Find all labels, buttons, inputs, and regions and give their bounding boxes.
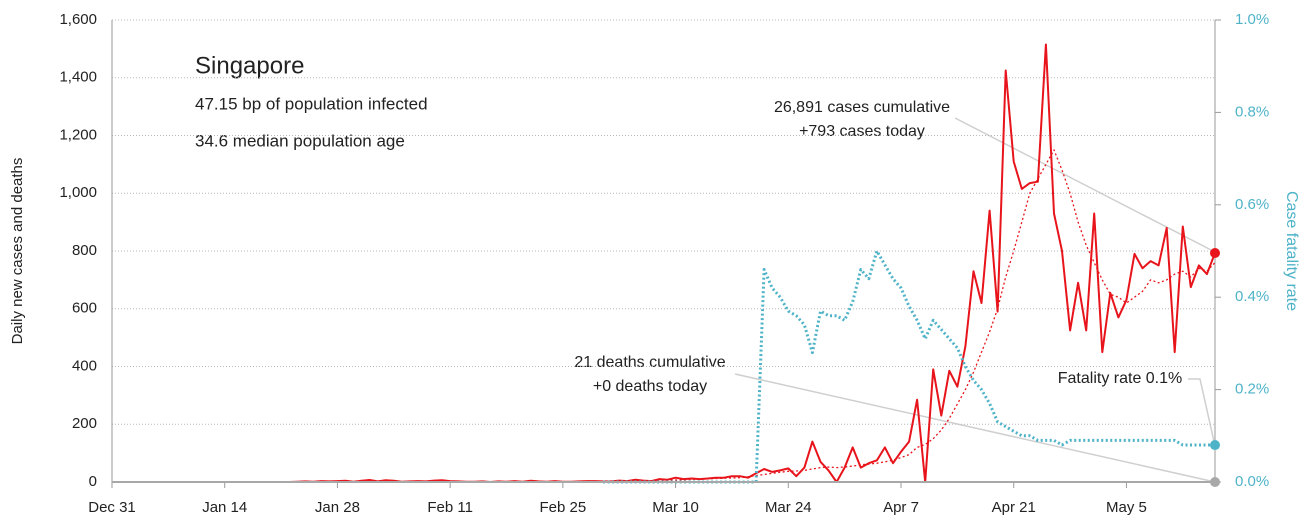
chart-title: Singapore — [195, 52, 304, 79]
y2-tick-label: 1.0% — [1235, 11, 1269, 28]
y-axis-title: Daily new cases and deaths — [9, 158, 26, 345]
end-marker — [1210, 440, 1220, 451]
x-tick-label: Feb 25 — [540, 499, 587, 516]
leader-line — [734, 373, 1216, 483]
leader-line — [1188, 378, 1216, 447]
y2-axis-title: Case fatality rate — [1283, 191, 1300, 311]
y2-tick-label: 0.6% — [1235, 196, 1269, 213]
y2-tick-label: 0.0% — [1235, 473, 1269, 490]
x-tick-label: Jan 14 — [202, 499, 247, 516]
leader-line — [954, 117, 1216, 253]
x-tick-label: Mar 24 — [765, 499, 812, 516]
end-marker — [1210, 248, 1220, 259]
subtitle: 47.15 bp of population infected — [195, 94, 428, 113]
y2-tick-label: 0.4% — [1235, 288, 1269, 305]
x-tick-label: Jan 28 — [315, 499, 360, 516]
y-tick-label: 600 — [72, 300, 97, 317]
annotation: 21 deaths cumulative — [574, 354, 725, 371]
y-tick-label: 1,200 — [59, 126, 97, 143]
y-tick-label: 400 — [72, 357, 97, 374]
annotation: +0 deaths today — [593, 378, 707, 395]
y-tick-label: 1,400 — [59, 69, 97, 86]
y-tick-label: 1,600 — [59, 11, 97, 28]
y-tick-label: 800 — [72, 242, 97, 259]
end-marker — [1210, 477, 1220, 487]
x-tick-label: Apr 7 — [883, 499, 919, 516]
y2-tick-label: 0.8% — [1235, 103, 1269, 120]
x-tick-label: Dec 31 — [88, 499, 136, 516]
x-tick-label: May 5 — [1106, 499, 1147, 516]
x-tick-label: Feb 11 — [427, 499, 473, 516]
series-line — [603, 149, 1216, 482]
x-tick-label: Mar 10 — [652, 499, 699, 516]
x-tick-label: Apr 21 — [992, 499, 1036, 516]
y-tick-label: 200 — [72, 415, 97, 432]
y-tick-label: 1,000 — [59, 184, 97, 201]
annotation: 26,891 cases cumulative — [774, 99, 950, 116]
annotation: +793 cases today — [799, 123, 925, 140]
subtitle: 34.6 median population age — [195, 131, 405, 150]
y-tick-label: 0 — [89, 473, 97, 490]
annotation: Fatality rate 0.1% — [1058, 370, 1183, 387]
y2-tick-label: 0.2% — [1235, 381, 1269, 398]
